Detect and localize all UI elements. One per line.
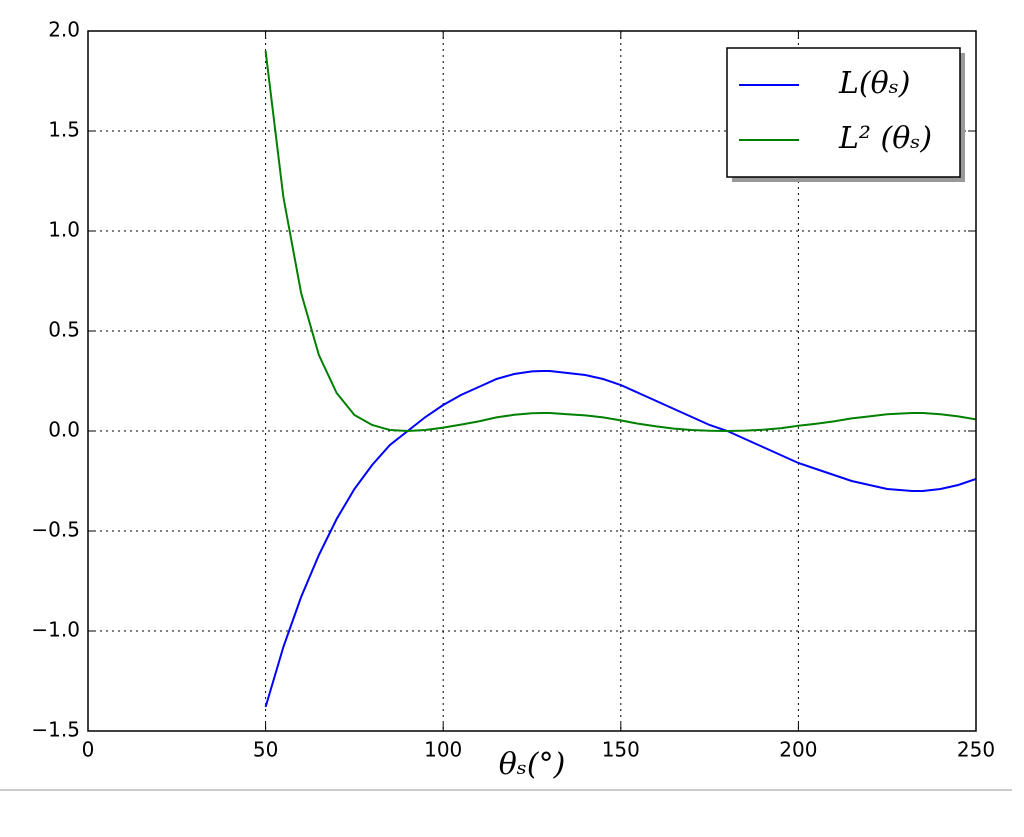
y-tick-label: 1.0 <box>48 218 80 242</box>
series-line <box>264 370 976 708</box>
x-axis-label: θₛ(°) <box>499 747 566 782</box>
y-tick-label: −0.5 <box>31 518 80 542</box>
legend-box <box>726 47 961 178</box>
x-tick-label: 150 <box>602 738 640 762</box>
x-tick-label: 250 <box>957 738 995 762</box>
legend-label: L² (θₛ) <box>838 121 932 156</box>
y-tick-label: −1.0 <box>31 618 80 642</box>
x-tick-label: 0 <box>82 738 95 762</box>
x-tick-label: 200 <box>779 738 817 762</box>
x-tick-label: 50 <box>253 738 278 762</box>
series-line <box>264 50 976 433</box>
legend-label: L(θₛ) <box>838 66 911 101</box>
x-tick-label: 100 <box>424 738 462 762</box>
y-tick-label: 0.0 <box>48 418 80 442</box>
y-tick-label: −1.5 <box>31 718 80 742</box>
y-tick-label: 2.0 <box>48 18 80 42</box>
y-tick-label: 0.5 <box>48 318 80 342</box>
y-tick-label: 1.5 <box>48 118 80 142</box>
plot-frame <box>87 30 977 732</box>
